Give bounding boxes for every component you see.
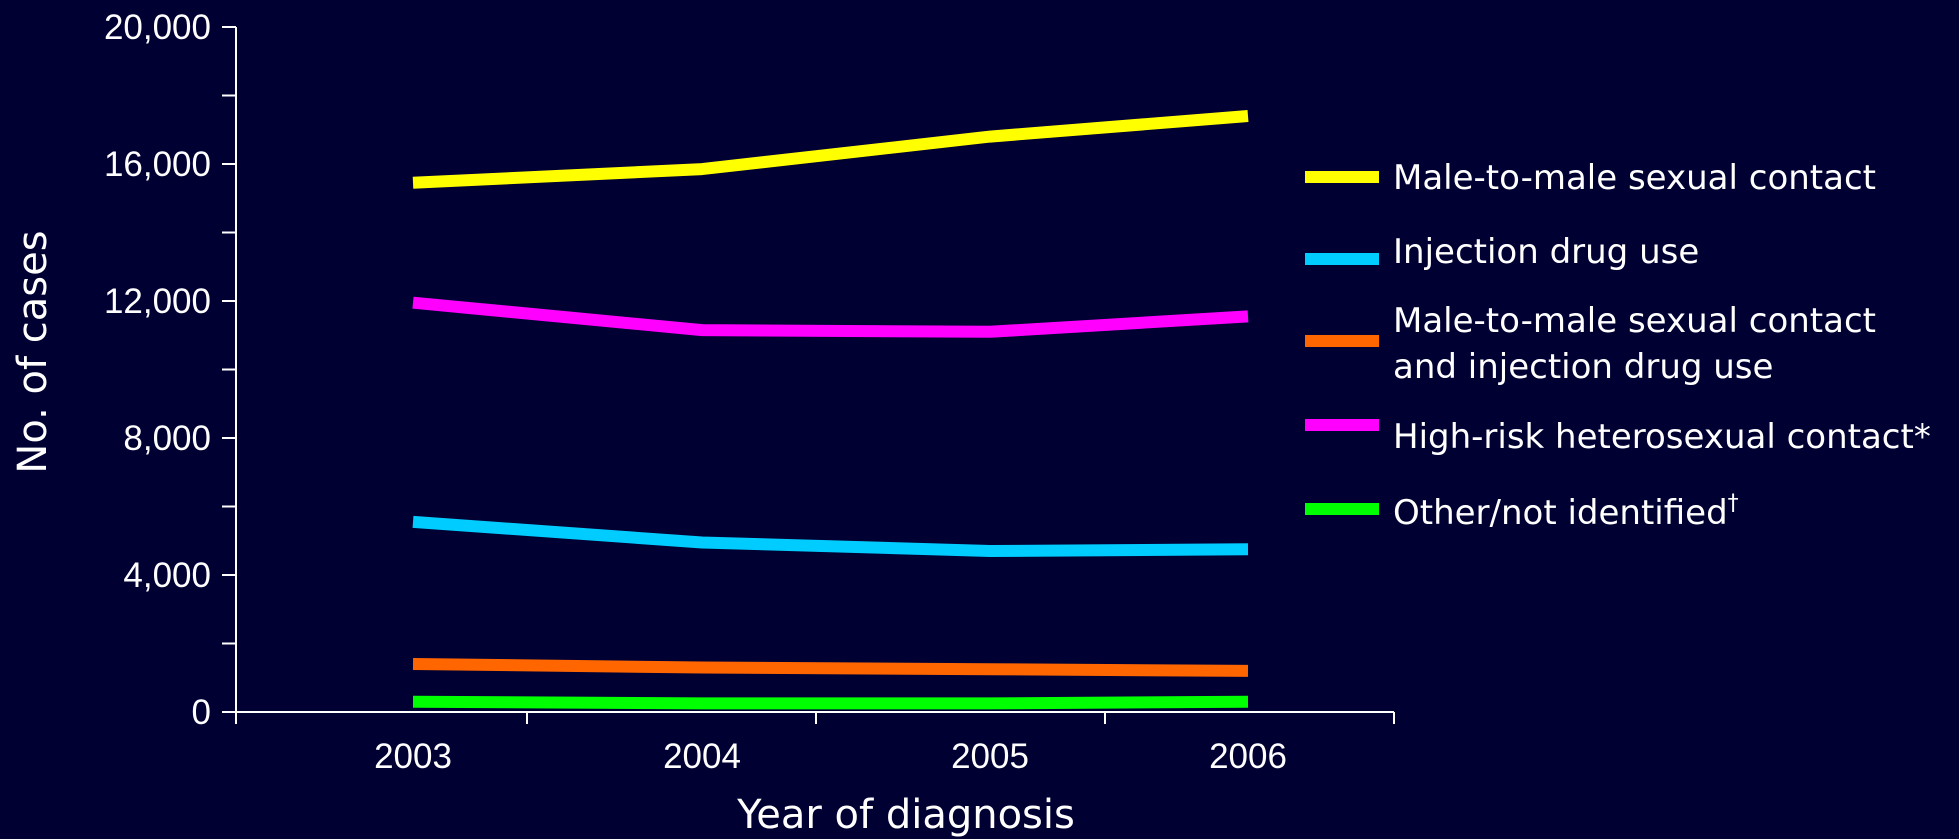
legend-label-msm-and-idu-line2: and injection drug use: [1393, 347, 1773, 387]
legend-item-other: Other/not identified†: [1305, 491, 1739, 533]
legend-item-high-risk-heterosexual: High-risk heterosexual contact*: [1305, 417, 1931, 457]
y-tick-label-0: 0: [192, 693, 211, 732]
series-line-male-to-male-sexual-contact-and-injection-drug-use: [412, 658, 1249, 677]
legend-label-other-main: Other/not identified: [1393, 493, 1728, 533]
legend-label-msm-and-idu-line1: Male-to-male sexual contact: [1393, 301, 1876, 341]
legend-item-male-to-male: Male-to-male sexual contact: [1305, 158, 1876, 198]
y-axis: 0 4,000 8,000 12,000 16,000 20,000: [104, 8, 237, 732]
x-tick-label-2005: 2005: [951, 737, 1029, 776]
legend-swatch-msm-and-idu: [1305, 335, 1379, 347]
series-line-injection-drug-use: [412, 515, 1249, 557]
legend-swatch-injection-drug-use: [1305, 253, 1379, 265]
legend: Male-to-male sexual contact Injection dr…: [1305, 158, 1931, 533]
legend-swatch-high-risk-heterosexual: [1305, 419, 1379, 431]
legend-label-high-risk-heterosexual: High-risk heterosexual contact*: [1393, 417, 1931, 457]
legend-label-other-mark: †: [1728, 491, 1739, 516]
x-axis: 2003 2004 2005 2006: [235, 711, 1395, 776]
x-axis-title: Year of diagnosis: [736, 792, 1075, 838]
y-axis-title: No. of cases: [10, 230, 56, 473]
y-tick-label-2: 8,000: [123, 419, 211, 458]
series-line-male-to-male-sexual-contact: [412, 110, 1249, 189]
y-tick-label-5: 20,000: [104, 8, 211, 47]
legend-label-injection-drug-use: Injection drug use: [1393, 232, 1699, 272]
y-tick-label-4: 16,000: [104, 145, 211, 184]
legend-label-msm-and-idu: Male-to-male sexual contact and injectio…: [1393, 301, 1887, 387]
series-line-other-not-identified: [412, 695, 1249, 710]
legend-label-male-to-male: Male-to-male sexual contact: [1393, 158, 1876, 198]
legend-swatch-other: [1305, 503, 1379, 515]
x-tick-label-2006: 2006: [1209, 737, 1287, 776]
y-tick-label-3: 12,000: [104, 282, 211, 321]
y-tick-label-1: 4,000: [123, 556, 211, 595]
legend-label-other: Other/not identified†: [1393, 491, 1739, 533]
legend-item-injection-drug-use: Injection drug use: [1305, 232, 1699, 272]
series-lines: [412, 110, 1249, 710]
x-tick-label-2004: 2004: [663, 737, 741, 776]
x-tick-label-2003: 2003: [374, 737, 452, 776]
legend-item-msm-and-idu: Male-to-male sexual contact and injectio…: [1305, 301, 1887, 387]
legend-swatch-male-to-male: [1305, 171, 1379, 183]
series-line-high-risk-heterosexual-contact: [412, 296, 1249, 338]
